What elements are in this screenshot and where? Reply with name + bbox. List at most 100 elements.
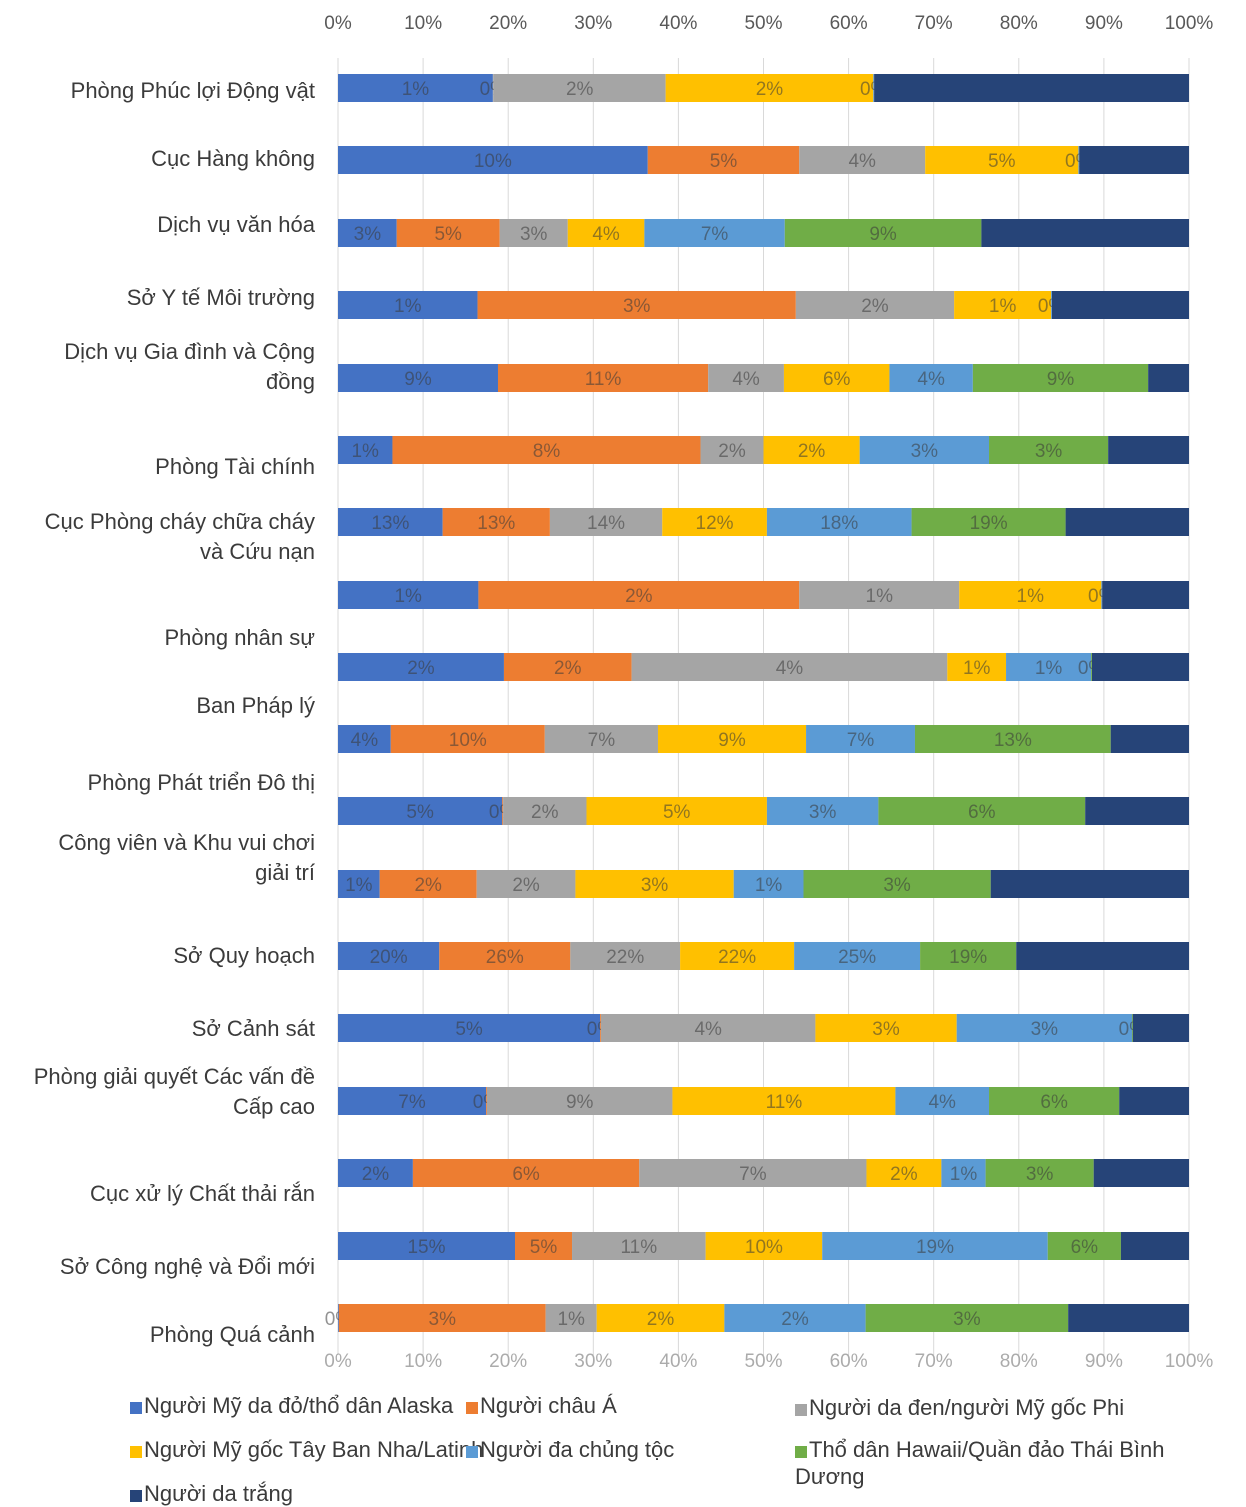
bar-segment: [941, 1159, 986, 1187]
data-label: 10%: [474, 151, 512, 172]
x-tick-label-bottom: 70%: [915, 1351, 953, 1372]
data-label: 25%: [838, 947, 876, 968]
data-label: 19%: [970, 513, 1008, 534]
data-label: 5%: [663, 802, 691, 823]
data-label: 7%: [847, 730, 875, 751]
bar-segment: [338, 146, 648, 174]
bar-segment: [662, 508, 767, 536]
data-label: 7%: [739, 1164, 767, 1185]
x-tick-label-bottom: 100%: [1165, 1351, 1214, 1372]
bar-segment: [338, 942, 440, 970]
bar-segment: [708, 364, 784, 392]
bar-segment: [665, 74, 874, 102]
bar-segment: [783, 364, 890, 392]
x-tick-label-bottom: 90%: [1085, 1351, 1123, 1372]
bar-segment: [338, 725, 391, 753]
bar-segment: [989, 1087, 1120, 1115]
data-label: 4%: [694, 1019, 722, 1040]
category-label: Phòng giải quyết Các vấn đề: [34, 1064, 315, 1089]
x-tick-label-bottom: 30%: [574, 1351, 612, 1372]
bar-segment: [478, 581, 800, 609]
bar-segment: [338, 581, 479, 609]
bar-segment: [972, 364, 1149, 392]
bar-segment: [499, 219, 568, 247]
bar-segment: [733, 870, 804, 898]
legend-swatch: [795, 1446, 807, 1458]
data-label: 2%: [414, 875, 442, 896]
data-label: 2%: [647, 1309, 675, 1330]
bar-segment: [600, 1014, 601, 1042]
data-label: 26%: [486, 947, 524, 968]
bar-segment: [1131, 1014, 1133, 1042]
legend-swatch: [795, 1404, 807, 1416]
bar-segment: [705, 1232, 823, 1260]
bar-segment: [873, 74, 875, 102]
bar-segment: [338, 291, 478, 319]
bar-segment: [567, 219, 645, 247]
category-label: Cấp cao: [233, 1094, 315, 1119]
bar-segment: [878, 797, 1086, 825]
data-label: 11%: [585, 369, 622, 390]
data-label: 9%: [404, 369, 432, 390]
data-label: 7%: [398, 1092, 426, 1113]
bar-segment: [503, 653, 632, 681]
data-label: 3%: [623, 296, 651, 317]
data-label: 6%: [968, 802, 996, 823]
category-label: Dịch vụ văn hóa: [157, 212, 316, 237]
bar-segment: [795, 291, 955, 319]
bar-segment: [672, 1087, 896, 1115]
data-label: 3%: [1026, 1164, 1054, 1185]
bar-segment: [990, 870, 1189, 898]
x-tick-label-bottom: 10%: [404, 1351, 442, 1372]
x-tick-label: 100%: [1165, 13, 1214, 34]
category-label: đồng: [266, 369, 315, 394]
x-tick-label: 70%: [915, 13, 953, 34]
category-label: Phòng Tài chính: [155, 454, 315, 479]
legend-label: Người da trắng: [144, 1481, 294, 1506]
data-label: 5%: [406, 802, 434, 823]
bar-segment: [1085, 797, 1189, 825]
data-label: 13%: [994, 730, 1032, 751]
data-label: 5%: [455, 1019, 483, 1040]
bar-segment: [889, 364, 973, 392]
bar-segment: [439, 942, 571, 970]
legend-swatch: [130, 1402, 142, 1414]
data-label: 6%: [1040, 1092, 1068, 1113]
data-label: 9%: [718, 730, 746, 751]
data-label: 1%: [345, 875, 373, 896]
bar-segment: [1132, 1014, 1189, 1042]
legend-item-black: Người da đen/người Mỹ gốc Phi: [795, 1394, 1124, 1421]
category-label: Công viên và Khu vui chơi: [58, 830, 315, 855]
bar-segment: [497, 364, 709, 392]
legend-label: Người da đen/người Mỹ gốc Phi: [809, 1395, 1125, 1420]
bar-segment: [700, 436, 764, 464]
bar-segment: [766, 797, 879, 825]
bar-segment: [724, 1304, 866, 1332]
data-label: 3%: [1031, 1019, 1059, 1040]
data-label: 14%: [587, 513, 625, 534]
bar-segment: [486, 1087, 487, 1115]
bar-segment: [989, 436, 1109, 464]
data-label: 3%: [953, 1309, 981, 1330]
data-label: 2%: [798, 441, 826, 462]
bar-segment: [338, 1304, 339, 1332]
bar-segment: [784, 219, 982, 247]
category-label: Phòng Phát triển Đô thị: [88, 770, 315, 795]
data-label: 3%: [520, 224, 548, 245]
category-label: Cục xử lý Chất thải rắn: [90, 1181, 315, 1206]
data-label: 3%: [641, 875, 669, 896]
bar-segment: [544, 725, 658, 753]
data-label: 12%: [696, 513, 734, 534]
data-label: 5%: [530, 1237, 558, 1258]
data-label: 1%: [989, 296, 1017, 317]
bar-segment: [956, 1014, 1132, 1042]
x-axis-ticks: 0% 0% 10% 10% 20% 20% 30% 30% 40% 40% 50% 50% 60% 60%…: [324, 13, 1213, 1372]
bar-segment: [763, 436, 860, 464]
data-label: 3%: [354, 224, 382, 245]
data-label: 15%: [407, 1237, 445, 1258]
x-tick-label-bottom: 40%: [659, 1351, 697, 1372]
bar-segment: [338, 74, 493, 102]
x-tick-label: 10%: [404, 13, 442, 34]
bar-segment: [766, 508, 912, 536]
bar-segment: [338, 1159, 413, 1187]
